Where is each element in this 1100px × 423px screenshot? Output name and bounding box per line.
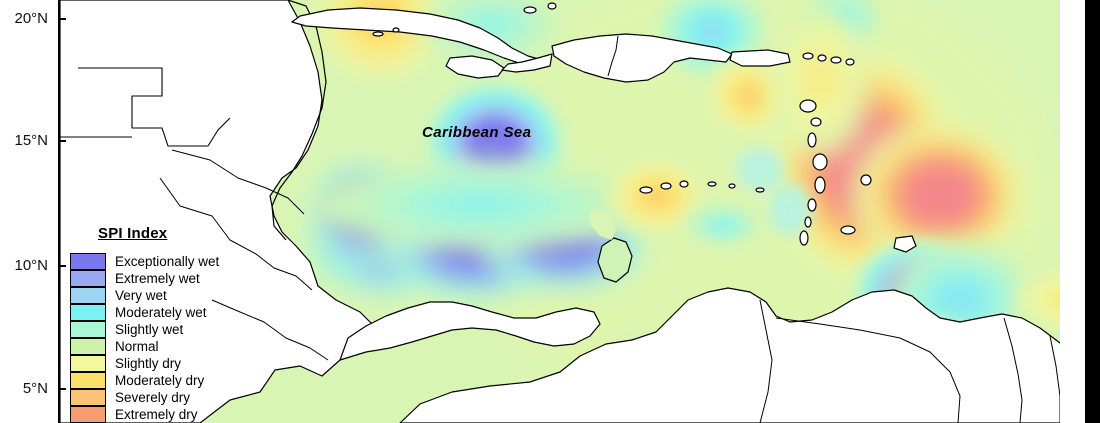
legend-swatch (70, 304, 106, 321)
y-tick-mark-20n (58, 18, 66, 20)
colombia-venezuela-border (759, 299, 773, 423)
y-tick-mark-15n (58, 140, 66, 142)
legend-swatch (70, 253, 106, 270)
legend-item-moderately-dry: Moderately dry (70, 372, 330, 389)
anomaly-blob (1015, 266, 1070, 334)
map-canvas (60, 0, 1070, 423)
panama-landmass (339, 301, 601, 361)
bahamas-islands (523, 2, 557, 14)
legend-item-slightly-wet: Slightly wet (70, 321, 330, 338)
antilles-dry-core (770, 5, 1026, 280)
anomaly-blob (768, 184, 812, 236)
legend-item-severely-dry: Severely dry (70, 389, 330, 406)
right-border-strip (1085, 0, 1100, 423)
legend-label: Exceptionally wet (115, 254, 220, 269)
central-america-landmass (60, 0, 379, 423)
legend-label: Moderately dry (115, 373, 205, 388)
legend-title: SPI Index (98, 225, 168, 242)
puerto-rico-landmass (729, 49, 791, 67)
costa-rica-border (211, 299, 329, 361)
y-tick-label-15n: 15°N (14, 132, 48, 149)
legend-swatch (70, 372, 106, 389)
legend-item-normal: Normal (70, 338, 330, 355)
jamaica-landmass (445, 55, 505, 79)
anomaly-blob (310, 160, 650, 250)
legend-swatch (70, 270, 106, 287)
anomaly-blob (736, 148, 784, 192)
spi-legend: SPI Index Exceptionally wet Extremely we… (70, 225, 330, 423)
anomaly-blob (422, 0, 562, 63)
legend-label: Slightly dry (115, 356, 182, 371)
guyana-suriname-border (1003, 317, 1023, 423)
haiti-dominican-border (607, 35, 619, 77)
honduras-border (171, 149, 305, 215)
anomaly-blob (605, 156, 709, 236)
legend-label: Slightly wet (115, 322, 184, 337)
legend-swatch (70, 406, 106, 423)
leeward-antilles-islands (639, 180, 765, 194)
guatemala-border (78, 67, 231, 147)
legend-item-exceptionally-wet: Exceptionally wet (70, 253, 330, 270)
lake-maracaibo (597, 237, 633, 283)
y-tick-mark-10n (58, 265, 66, 267)
legend-swatch (70, 338, 106, 355)
legend-label: Extremely wet (115, 271, 200, 286)
legend-label: Very wet (115, 288, 167, 303)
legend-label: Severely dry (115, 390, 191, 405)
legend-label: Extremely dry (115, 407, 198, 422)
south-america-landmass (399, 287, 1070, 423)
legend-swatch (70, 287, 106, 304)
hispaniola-landmass (551, 33, 733, 83)
landmasses (60, 0, 1070, 423)
anomaly-blob (683, 203, 763, 247)
legend-item-slightly-dry: Slightly dry (70, 355, 330, 372)
legend-swatch (70, 321, 106, 338)
lesser-antilles-islands (799, 52, 872, 246)
gulf-of-venezuela (590, 210, 616, 240)
legend-label: Normal (115, 339, 159, 354)
cayman-islands (372, 27, 400, 37)
map-plot-area: Caribbean Sea (58, 0, 1070, 423)
y-tick-label-5n: 5°N (22, 380, 48, 397)
venezuela-guyana-border (775, 317, 961, 423)
caribbean-sea-label: Caribbean Sea (422, 124, 532, 141)
y-tick-mark-5n (58, 388, 66, 390)
legend-item-moderately-wet: Moderately wet (70, 304, 330, 321)
legend-swatch (70, 389, 106, 406)
haiti-peninsula (501, 53, 553, 73)
legend-label: Moderately wet (115, 305, 207, 320)
y-tick-label-10n: 10°N (14, 257, 48, 274)
nicaragua-border (159, 177, 313, 291)
legend-swatch (70, 355, 106, 372)
legend-item-very-wet: Very wet (70, 287, 330, 304)
plot-right-margin (1060, 0, 1070, 423)
legend-item-extremely-dry: Extremely dry (70, 406, 330, 423)
y-tick-label-20n: 20°N (14, 10, 48, 27)
trinidad-landmass (893, 235, 917, 253)
legend-item-extremely-wet: Extremely wet (70, 270, 330, 287)
